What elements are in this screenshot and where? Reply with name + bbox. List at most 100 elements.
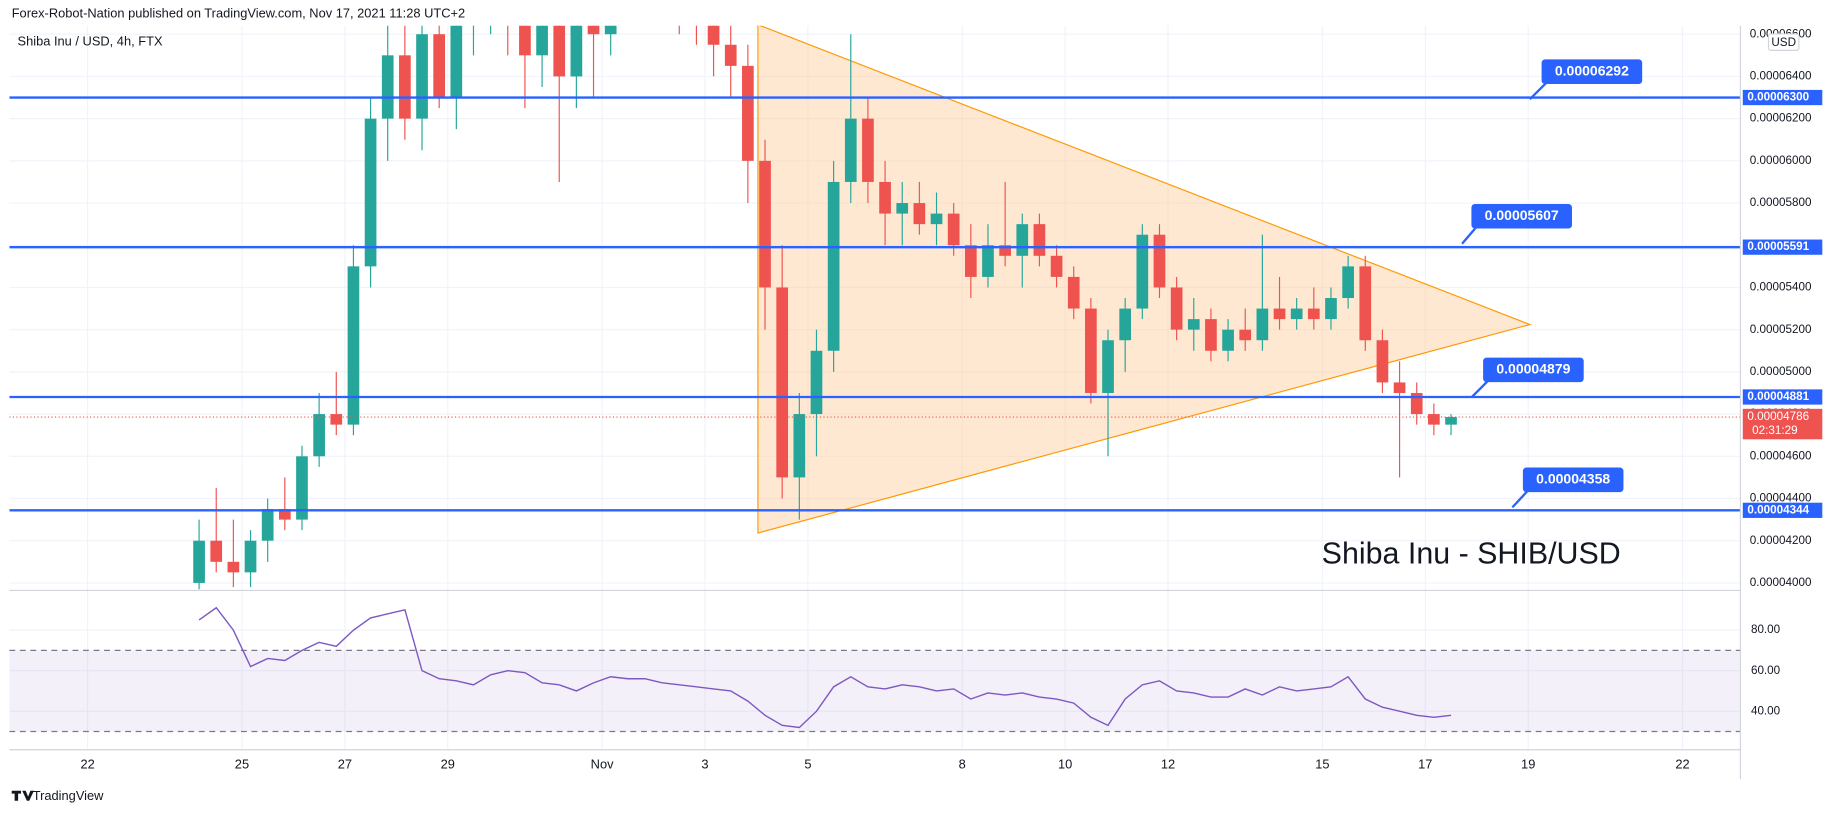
x-tick-label: 22 [1675,756,1689,771]
candle-body [1359,266,1372,341]
x-tick-label: 29 [441,756,455,771]
candle-body [519,25,531,56]
candle-body [1393,382,1406,393]
callout-box [1522,467,1624,493]
candle-body [1016,224,1029,256]
x-tick-label: 25 [235,756,249,771]
candle-body [1239,329,1252,341]
brand: TradingView [33,788,104,803]
candle-body [879,181,891,214]
candle-body [742,65,754,161]
candle-body [1342,266,1354,299]
candle-body [947,213,960,246]
overlay: 22 25 27 29 Nov 3 5 8 10 12 15 17 19 22 0.00004000 0.00… [80,27,1823,771]
x-tick-label: Nov [591,756,614,771]
y-tick-label: 0.00005000 [1750,365,1812,378]
candle-body [244,540,257,573]
candle-body [330,414,343,425]
level-axis-label: 0.00004881 [1747,390,1809,403]
candle-body [707,25,720,45]
candle-body [587,25,600,35]
x-tick-label: 8 [959,756,966,771]
currency: USD [1771,36,1796,49]
level-axis-label: 0.00005591 [1747,240,1809,253]
candle-body [1428,414,1440,425]
x-tick-label: 22 [80,756,94,771]
rsi-tick-label: 60.00 [1751,664,1781,677]
callout-label: 0.00004879 [1496,361,1570,377]
x-tick-label: 12 [1161,756,1175,771]
level-axis-box [1742,239,1823,255]
x-tick-label: 27 [338,756,352,771]
level-axis-box [1742,502,1823,518]
y-tick-label: 0.00006000 [1750,154,1812,167]
candle-body [296,456,308,520]
candle-body [810,350,823,415]
candle-body [827,181,840,351]
callout-pointer [1529,81,1548,101]
callout-pointer [1470,380,1489,399]
candle-body [570,25,583,77]
candle-body [1085,308,1097,393]
price-pane [9,25,1741,590]
x-tick-label: 3 [701,756,708,771]
candle-body [450,25,463,98]
candle-body [1290,308,1303,320]
candle-body [930,213,943,225]
candle-body [536,25,548,56]
candle-body [1410,392,1423,415]
last-price-box [1742,408,1823,440]
candle-body [416,34,428,119]
candle-body [1222,329,1234,351]
candle-body [1256,308,1269,341]
candle-body [1170,287,1183,330]
y-tick-label: 0.00005400 [1750,281,1812,294]
candle-body [381,55,394,119]
countdown: 02:31:29 [1752,424,1797,437]
grid [9,25,1741,750]
candle-body [313,414,325,457]
x-tick-label: 10 [1058,756,1072,771]
callout-pointer [1461,226,1477,245]
x-tick-label: 5 [804,756,811,771]
logo-icon [11,790,34,801]
candle-body [1307,308,1320,320]
callout-label: 0.00004358 [1536,471,1610,487]
candle-body [1445,417,1457,425]
candle-body [1325,298,1337,320]
callout-box [1471,203,1572,229]
x-tick-label: 15 [1315,756,1329,771]
candle-body [193,540,205,583]
currency-box [1767,33,1800,51]
candle-body [1119,308,1132,341]
callout-label: 0.00005607 [1485,207,1559,223]
brand-logo [11,790,34,801]
candle-body [1102,340,1114,393]
candle-body [347,266,360,425]
candle-body [776,287,789,478]
level-axis-label: 0.00004344 [1747,503,1809,516]
level-axis-label: 0.00006300 [1747,91,1809,104]
last-price-label: 0.00004786 [1747,410,1809,423]
y-tick-label: 0.00004000 [1750,576,1812,589]
level-axis-box [1742,89,1823,106]
candle-body [964,245,977,277]
candle-body [227,561,240,573]
candle-body [1136,234,1149,309]
y-tick-label: 0.00006200 [1750,112,1812,125]
candle-body [1033,224,1046,256]
candle-body [278,509,291,520]
candle-body [862,118,874,182]
candle-body [913,203,926,225]
symbol: Shiba Inu / USD, 4h, FTX [18,34,163,49]
callout-box [1541,59,1643,84]
y-tick-label: 0.00005800 [1750,196,1812,209]
candle-body [1067,276,1080,309]
rsi-pane [9,606,1741,733]
x-tick-label: 19 [1521,756,1535,771]
candle-body [399,55,411,119]
rsi-tick-label: 80.00 [1751,623,1781,636]
candle-body [982,245,994,277]
y-tick-label: 0.00004400 [1750,492,1812,505]
